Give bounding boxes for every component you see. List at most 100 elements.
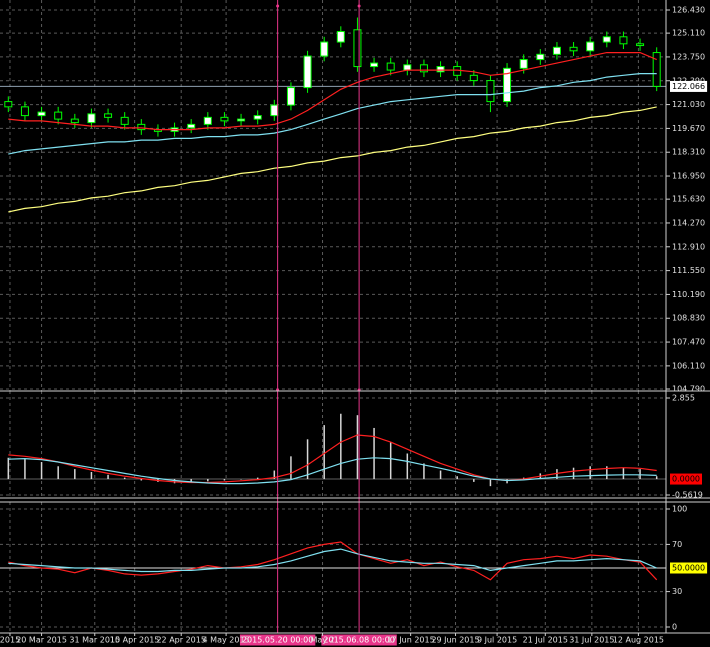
histogram-bar <box>140 479 143 481</box>
histogram-bar <box>389 442 392 480</box>
x-tick-label: 17 Jun 2015 <box>387 636 435 645</box>
histogram-bar <box>90 471 93 480</box>
candle-body <box>120 116 129 125</box>
histogram-bar <box>74 469 76 480</box>
histogram-bar <box>40 462 43 480</box>
histogram-bar <box>606 466 608 480</box>
marker-date-label-box <box>239 634 316 646</box>
indicator-line <box>8 73 657 155</box>
y-tick-label: 116.950 <box>672 172 705 181</box>
histogram-bar <box>589 466 591 480</box>
candle-body <box>652 52 661 87</box>
y-tick-label: 104.790 <box>672 385 705 394</box>
candle-body <box>586 41 595 52</box>
candle-body <box>104 113 113 118</box>
level-label: 0.0000 <box>672 475 700 484</box>
y-tick-label: 0 <box>672 623 677 632</box>
y-tick-label: 123.750 <box>672 52 705 61</box>
marker-date-label: 2015.05.20 00:00 <box>242 636 313 645</box>
y-tick-label: 110.190 <box>672 290 705 299</box>
y-tick-label: 100 <box>672 505 687 514</box>
candle-body <box>403 64 412 71</box>
candle-body <box>37 111 46 117</box>
candle-body <box>552 46 561 55</box>
histogram-bar <box>290 456 292 480</box>
x-tick-label: 2015 <box>0 636 20 645</box>
histogram-bar <box>256 477 259 480</box>
y-tick-label: 118.310 <box>672 148 705 157</box>
histogram-bar <box>373 427 375 480</box>
x-tick-label: 9 Jul 2015 <box>477 636 517 645</box>
candle-body <box>303 55 312 89</box>
level-label-box <box>670 80 708 92</box>
y-tick-label: 114.270 <box>672 218 705 227</box>
histogram-bar <box>473 479 475 482</box>
level-label: 122.066 <box>672 82 705 91</box>
marker-dot <box>357 4 361 8</box>
histogram-bar <box>556 469 558 480</box>
histogram-bar <box>522 477 525 480</box>
x-tick-label: 12 Aug 2015 <box>613 636 664 645</box>
y-tick-label: 125.110 <box>672 29 705 38</box>
x-tick-label: May 2 <box>310 636 334 645</box>
x-tick-label: 21 Jul 2015 <box>523 636 568 645</box>
histogram-bar <box>273 470 276 480</box>
candle-body <box>370 62 379 68</box>
x-tick-label: 31 Jul 2015 <box>569 636 614 645</box>
candle-body <box>386 62 395 71</box>
y-tick-label: 70 <box>672 540 682 549</box>
histogram-bar <box>323 425 325 480</box>
candle-body <box>270 104 279 117</box>
histogram-bar <box>639 469 641 480</box>
level-label-box <box>670 562 708 574</box>
histogram-bar <box>572 467 575 480</box>
candle-body <box>320 41 329 57</box>
histogram-bar <box>123 477 126 480</box>
histogram-bar <box>439 470 442 480</box>
y-tick-label: 111.550 <box>672 266 705 275</box>
indicator-line <box>8 106 657 213</box>
candle-body <box>519 59 528 69</box>
histogram-bar <box>173 479 176 484</box>
y-tick-label: 126.430 <box>672 6 705 15</box>
candle-body <box>353 29 362 68</box>
indicator-line <box>8 548 657 573</box>
y-tick-label: 108.830 <box>672 314 705 323</box>
indicator-line <box>8 541 658 581</box>
candle-body <box>137 123 146 131</box>
y-tick-label: 30 <box>672 587 682 596</box>
y-tick-label: 107.470 <box>672 338 705 347</box>
candle-body <box>503 67 512 103</box>
y-tick-label: 115.630 <box>672 195 705 204</box>
histogram-bar <box>190 479 192 483</box>
candle-body <box>286 87 295 106</box>
candle-body <box>602 36 611 43</box>
candle-body <box>636 43 645 47</box>
x-tick-label: 31 Mar 2015 <box>69 636 120 645</box>
candle-body <box>220 116 229 122</box>
marker-dot <box>276 4 280 8</box>
histogram-bar <box>423 463 425 480</box>
histogram-bar <box>456 476 458 480</box>
histogram-bar <box>406 453 409 480</box>
histogram-bar <box>57 466 59 480</box>
candle-body <box>203 116 212 125</box>
x-tick-label: 4 May 2015 <box>203 636 250 645</box>
histogram-bar <box>489 479 492 487</box>
histogram-bar <box>340 413 342 480</box>
y-tick-label: 119.670 <box>672 124 705 133</box>
x-tick-label: 29 Jun 2015 <box>431 636 479 645</box>
level-label-box <box>670 473 702 485</box>
candle-body <box>569 46 578 52</box>
candle-body <box>237 118 246 122</box>
y-tick-label: 112.910 <box>672 242 705 251</box>
candle-body <box>419 64 428 73</box>
histogram-bar <box>306 439 309 480</box>
y-tick-label: 122.390 <box>672 76 705 85</box>
candle-body <box>253 115 262 120</box>
indicator-line <box>8 457 657 485</box>
candle-body <box>20 106 29 117</box>
candle-body <box>469 74 478 82</box>
histogram-bar <box>7 457 10 480</box>
